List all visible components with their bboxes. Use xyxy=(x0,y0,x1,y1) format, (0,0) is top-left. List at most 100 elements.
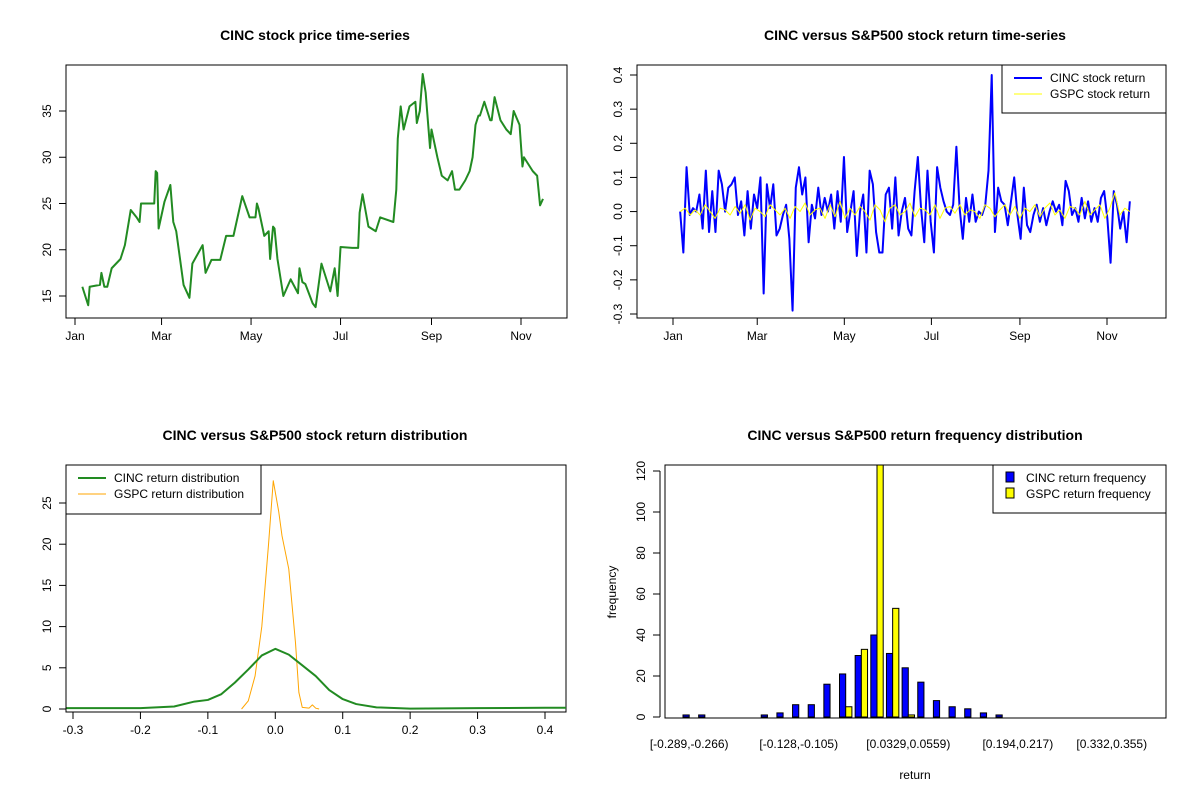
returns-legend-label: CINC stock return xyxy=(1050,71,1145,85)
density-x-tick-label: 0.0 xyxy=(267,723,284,737)
frequency-legend-label: GSPC return frequency xyxy=(1026,487,1151,501)
x-axis-label-return: return xyxy=(899,768,930,782)
cinc-frequency-bar xyxy=(948,706,956,718)
chart-title-price: CINC stock price time-series xyxy=(220,27,410,43)
cinc-frequency-bar xyxy=(698,714,706,718)
cinc-frequency-bar xyxy=(854,655,862,718)
returns-y-tick-label: -0.3 xyxy=(611,303,625,324)
gspc-frequency-bar xyxy=(907,714,915,718)
frequency-legend-swatch xyxy=(1005,471,1015,483)
returns-y-tick-label: 0.1 xyxy=(611,169,625,186)
density-x-tick-label: -0.2 xyxy=(130,723,151,737)
cinc-frequency-bar xyxy=(870,634,878,718)
frequency-y-tick-label: 0 xyxy=(634,713,648,720)
cinc-frequency-bar xyxy=(839,673,847,718)
price-y-tick-label: 35 xyxy=(40,104,54,118)
returns-x-tick-label: May xyxy=(833,329,856,343)
returns-y-tick-label: -0.1 xyxy=(611,235,625,256)
gspc-return-line xyxy=(679,192,1131,223)
density-legend-label: GSPC return distribution xyxy=(114,487,244,501)
frequency-y-tick-label: 60 xyxy=(634,587,648,601)
returns-legend-label: GSPC stock return xyxy=(1050,87,1150,101)
density-y-tick-label: 10 xyxy=(40,620,54,634)
cinc-frequency-bar xyxy=(979,712,988,718)
price-plot-area xyxy=(65,64,568,319)
price-x-tick-label: Jul xyxy=(333,329,348,343)
chart-title-frequency: CINC versus S&P500 return frequency dist… xyxy=(747,427,1082,443)
price-line xyxy=(81,73,544,309)
returns-x-tick-label: Sep xyxy=(1009,329,1031,343)
price-x-tick-label: Sep xyxy=(421,329,443,343)
gspc-frequency-bar xyxy=(860,648,869,718)
density-x-tick-label: 0.1 xyxy=(334,723,351,737)
price-x-tick-label: Nov xyxy=(510,329,531,343)
frequency-x-tick-label: [0.0329,0.0559) xyxy=(866,737,950,751)
cinc-frequency-bar xyxy=(776,712,784,718)
returns-legend xyxy=(1001,64,1167,114)
density-x-tick-label: 0.2 xyxy=(402,723,419,737)
cinc-frequency-bar xyxy=(760,714,768,718)
returns-y-tick-label: 0.0 xyxy=(611,203,625,220)
density-plot-area xyxy=(65,464,567,713)
density-y-tick-label: 5 xyxy=(40,664,54,671)
density-x-tick-label: -0.3 xyxy=(63,723,84,737)
cinc-frequency-bar xyxy=(901,667,909,718)
frequency-x-tick-label: [-0.289,-0.266) xyxy=(650,737,729,751)
frequency-x-tick-label: [-0.128,-0.105) xyxy=(759,737,838,751)
returns-y-tick-label: 0.4 xyxy=(611,66,625,83)
frequency-y-tick-label: 120 xyxy=(634,461,648,481)
frequency-legend xyxy=(992,464,1167,514)
cinc-frequency-bar xyxy=(807,704,815,718)
cinc-frequency-bar xyxy=(682,714,690,718)
returns-x-tick-label: Jan xyxy=(663,329,682,343)
gspc-frequency-bar xyxy=(876,464,884,718)
gspc-frequency-bar xyxy=(892,607,900,718)
price-x-tick-label: May xyxy=(240,329,263,343)
gspc-density-line xyxy=(241,480,320,710)
density-legend xyxy=(65,464,262,515)
frequency-x-tick-label: [0.332,0.355) xyxy=(1076,737,1147,751)
price-y-tick-label: 25 xyxy=(40,197,54,211)
cinc-frequency-bar xyxy=(932,700,941,718)
density-x-tick-label: 0.4 xyxy=(537,723,554,737)
cinc-density-line xyxy=(66,647,566,710)
frequency-x-tick-label: [0.194,0.217) xyxy=(982,737,1053,751)
returns-y-tick-label: 0.3 xyxy=(611,100,625,117)
returns-y-tick-label: -0.2 xyxy=(611,269,625,290)
y-axis-label-frequency: frequency xyxy=(605,566,619,619)
frequency-y-tick-label: 20 xyxy=(634,669,648,683)
density-y-tick-label: 15 xyxy=(40,578,54,592)
returns-y-tick-label: 0.2 xyxy=(611,135,625,152)
frequency-y-tick-label: 80 xyxy=(634,546,648,560)
cinc-frequency-bar xyxy=(792,704,800,718)
frequency-legend-swatch xyxy=(1005,487,1015,499)
density-y-tick-label: 20 xyxy=(40,537,54,551)
density-legend-label: CINC return distribution xyxy=(114,471,239,485)
price-y-tick-label: 30 xyxy=(40,150,54,164)
price-x-tick-label: Mar xyxy=(151,329,172,343)
returns-x-tick-label: Jul xyxy=(924,329,939,343)
cinc-frequency-bar xyxy=(964,708,972,718)
frequency-legend-label: CINC return frequency xyxy=(1026,471,1146,485)
cinc-frequency-bar xyxy=(823,683,831,718)
density-y-tick-label: 0 xyxy=(40,705,54,712)
frequency-y-tick-label: 100 xyxy=(634,502,648,522)
gspc-frequency-bar xyxy=(845,706,853,718)
cinc-frequency-bar xyxy=(995,714,1003,718)
density-y-tick-label: 25 xyxy=(40,496,54,510)
density-x-tick-label: -0.1 xyxy=(198,723,219,737)
returns-plot-area xyxy=(636,64,1167,319)
price-x-tick-label: Jan xyxy=(65,329,84,343)
chart-title-returns: CINC versus S&P500 stock return time-ser… xyxy=(764,27,1066,43)
cinc-return-line xyxy=(679,74,1131,312)
frequency-y-tick-label: 40 xyxy=(634,628,648,642)
price-y-tick-label: 20 xyxy=(40,243,54,257)
returns-x-tick-label: Mar xyxy=(747,329,768,343)
returns-x-tick-label: Nov xyxy=(1096,329,1117,343)
cinc-frequency-bar xyxy=(917,681,925,718)
chart-title-distribution: CINC versus S&P500 stock return distribu… xyxy=(163,427,468,443)
cinc-frequency-bar xyxy=(885,652,894,718)
frequency-plot-area xyxy=(664,464,1167,719)
price-y-tick-label: 15 xyxy=(40,289,54,303)
